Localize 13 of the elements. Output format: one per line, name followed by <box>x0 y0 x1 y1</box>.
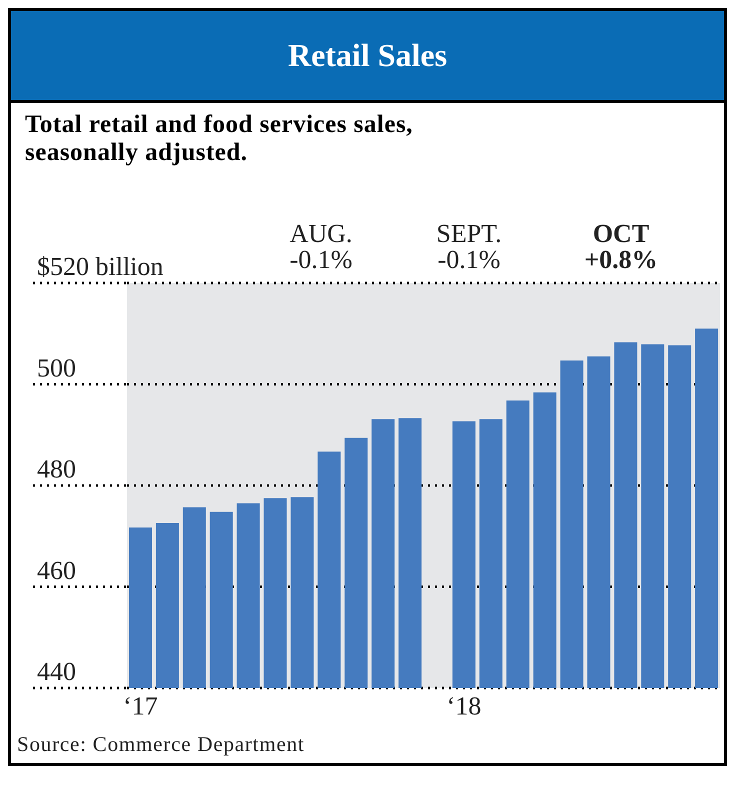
y-tick-label: $520 billion <box>37 252 164 281</box>
y-tick-label: 460 <box>37 556 76 585</box>
y-tick-label: 500 <box>37 353 76 382</box>
text: OCT +0.8% <box>583 219 659 274</box>
y-tick-label: 440 <box>37 657 76 686</box>
x-tick-label: ‘17 <box>123 691 158 720</box>
x-tick-label: ‘18 <box>446 691 482 720</box>
text: SEPT. -0.1% <box>435 219 503 274</box>
y-tick-label: 480 <box>37 454 76 484</box>
source-note: Source: Commerce Department <box>16 731 306 758</box>
chart-title: Retail Sales <box>11 11 724 103</box>
text: AUG. -0.1% <box>288 219 354 274</box>
chart-subtitle: Total retail and food services sales, seasonally adjusted. <box>25 111 413 166</box>
